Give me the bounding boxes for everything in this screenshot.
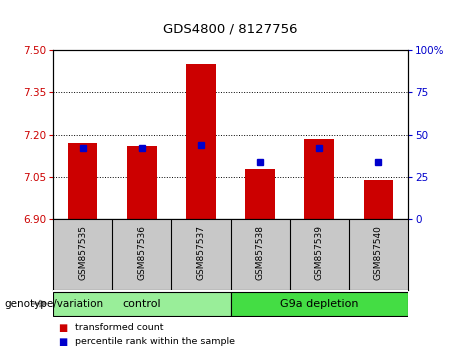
Text: GSM857536: GSM857536	[137, 225, 146, 280]
Bar	[127, 146, 157, 219]
Text: ■: ■	[58, 337, 67, 347]
FancyBboxPatch shape	[230, 292, 408, 315]
Text: GSM857537: GSM857537	[196, 225, 206, 280]
Text: ■: ■	[58, 322, 67, 332]
Text: control: control	[123, 298, 161, 309]
Text: GDS4800 / 8127756: GDS4800 / 8127756	[163, 22, 298, 35]
Bar	[364, 180, 393, 219]
Text: GSM857539: GSM857539	[315, 225, 324, 280]
Text: GSM857540: GSM857540	[374, 225, 383, 280]
Bar	[304, 139, 334, 219]
Bar	[186, 64, 216, 219]
FancyBboxPatch shape	[53, 292, 230, 315]
Text: percentile rank within the sample: percentile rank within the sample	[75, 337, 235, 346]
Text: genotype/variation: genotype/variation	[5, 298, 104, 309]
Text: GSM857538: GSM857538	[255, 225, 265, 280]
Text: GSM857535: GSM857535	[78, 225, 87, 280]
Text: transformed count: transformed count	[75, 323, 164, 332]
Bar	[245, 169, 275, 219]
Bar	[68, 143, 97, 219]
Text: G9a depletion: G9a depletion	[280, 298, 359, 309]
